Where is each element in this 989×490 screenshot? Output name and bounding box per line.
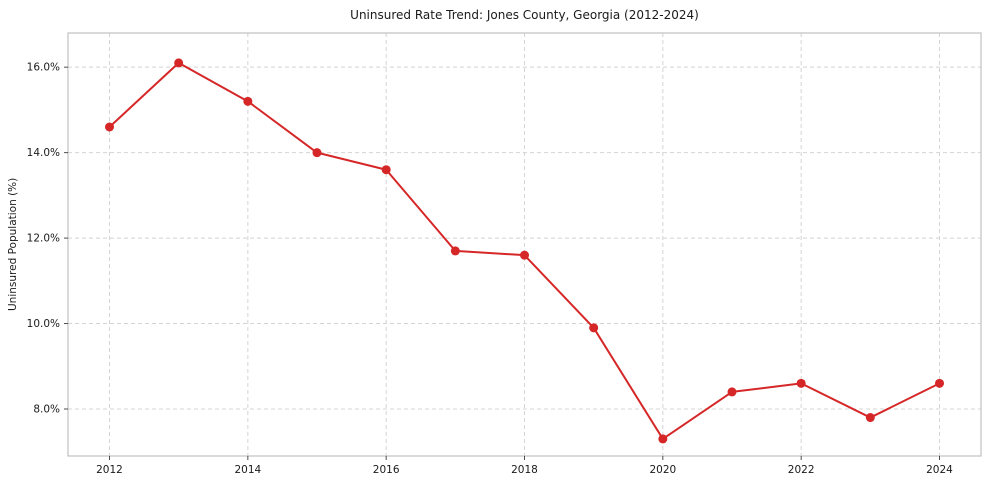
x-tick-label: 2016 <box>373 464 400 476</box>
data-point-marker <box>796 378 806 388</box>
data-point-marker <box>174 58 184 68</box>
data-point-marker <box>243 96 253 106</box>
x-tick-label: 2024 <box>926 464 953 476</box>
data-point-marker <box>105 122 114 132</box>
data-point-marker <box>589 323 599 333</box>
y-tick-label: 10.0% <box>27 318 60 330</box>
y-tick-label: 12.0% <box>27 233 60 245</box>
x-tick-label: 2022 <box>788 464 815 476</box>
data-point-marker <box>450 246 460 256</box>
data-point-marker <box>935 378 944 388</box>
data-point-marker <box>865 413 875 423</box>
data-point-marker <box>658 434 668 444</box>
x-tick-label: 2020 <box>649 464 676 476</box>
y-tick-label: 14.0% <box>27 147 60 159</box>
data-point-marker <box>312 148 322 158</box>
chart-title: Uninsured Rate Trend: Jones County, Geor… <box>350 8 699 22</box>
data-point-marker <box>381 165 391 175</box>
x-tick-label: 2018 <box>511 464 538 476</box>
y-tick-label: 16.0% <box>27 62 60 74</box>
data-point-marker <box>727 387 737 397</box>
x-tick-label: 2012 <box>96 464 123 476</box>
y-tick-label: 8.0% <box>33 404 60 416</box>
data-point-marker <box>520 250 529 260</box>
x-tick-label: 2014 <box>234 464 261 476</box>
